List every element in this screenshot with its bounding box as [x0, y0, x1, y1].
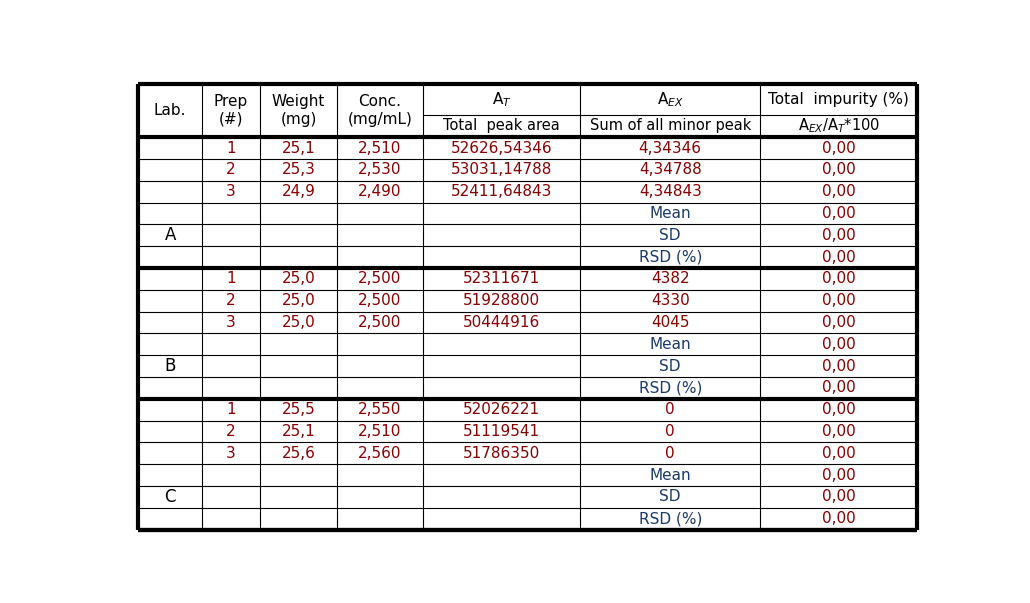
- Text: Prep
(#): Prep (#): [214, 94, 248, 127]
- Text: 53031,14788: 53031,14788: [451, 162, 552, 177]
- Text: 4,34788: 4,34788: [639, 162, 701, 177]
- Text: 3: 3: [227, 315, 236, 330]
- Text: 24,9: 24,9: [281, 184, 315, 199]
- Text: 2,500: 2,500: [358, 271, 402, 286]
- Text: 2: 2: [227, 162, 236, 177]
- Text: 0,00: 0,00: [822, 271, 856, 286]
- Text: 51786350: 51786350: [464, 446, 541, 461]
- Text: 25,0: 25,0: [281, 315, 315, 330]
- Text: 0,00: 0,00: [822, 140, 856, 156]
- Text: Mean: Mean: [649, 337, 691, 352]
- Text: 2,490: 2,490: [358, 184, 402, 199]
- Text: 25,0: 25,0: [281, 293, 315, 308]
- Text: A$_T$: A$_T$: [491, 90, 512, 109]
- Text: 1: 1: [227, 271, 236, 286]
- Text: Total  impurity (%): Total impurity (%): [768, 92, 909, 107]
- Text: 51119541: 51119541: [464, 424, 540, 439]
- Text: 0: 0: [665, 402, 675, 417]
- Text: RSD (%): RSD (%): [639, 511, 701, 526]
- Text: RSD (%): RSD (%): [639, 380, 701, 396]
- Text: 4330: 4330: [651, 293, 689, 308]
- Text: 4,34346: 4,34346: [639, 140, 701, 156]
- Text: RSD (%): RSD (%): [639, 250, 701, 265]
- Text: 2: 2: [227, 424, 236, 439]
- Text: 0,00: 0,00: [822, 511, 856, 526]
- Text: 2: 2: [227, 293, 236, 308]
- Text: 4382: 4382: [651, 271, 689, 286]
- Text: C: C: [165, 488, 176, 506]
- Text: Mean: Mean: [649, 206, 691, 221]
- Text: SD: SD: [659, 490, 681, 505]
- Text: 0,00: 0,00: [822, 490, 856, 505]
- Text: A$_{EX}$: A$_{EX}$: [657, 90, 684, 109]
- Text: SD: SD: [659, 359, 681, 374]
- Text: 50444916: 50444916: [464, 315, 541, 330]
- Text: 0,00: 0,00: [822, 468, 856, 482]
- Text: 0,00: 0,00: [822, 162, 856, 177]
- Text: 1: 1: [227, 140, 236, 156]
- Text: 52626,54346: 52626,54346: [451, 140, 552, 156]
- Text: 4,34843: 4,34843: [639, 184, 701, 199]
- Text: 0: 0: [665, 424, 675, 439]
- Text: 2,510: 2,510: [358, 424, 402, 439]
- Text: A$_{EX}$/A$_T$*100: A$_{EX}$/A$_T$*100: [797, 116, 880, 135]
- Text: 52311671: 52311671: [464, 271, 541, 286]
- Text: 25,6: 25,6: [281, 446, 315, 461]
- Text: 25,1: 25,1: [281, 424, 315, 439]
- Text: 2,560: 2,560: [358, 446, 402, 461]
- Text: 4045: 4045: [651, 315, 689, 330]
- Text: B: B: [165, 357, 176, 375]
- Text: 2,500: 2,500: [358, 293, 402, 308]
- Text: 0,00: 0,00: [822, 184, 856, 199]
- Text: 0,00: 0,00: [822, 206, 856, 221]
- Text: Weight
(mg): Weight (mg): [272, 94, 325, 127]
- Text: 25,1: 25,1: [281, 140, 315, 156]
- Text: 3: 3: [227, 184, 236, 199]
- Text: A: A: [165, 226, 176, 244]
- Text: Total  peak area: Total peak area: [443, 118, 560, 133]
- Text: 3: 3: [227, 446, 236, 461]
- Text: 2,550: 2,550: [358, 402, 402, 417]
- Text: 0,00: 0,00: [822, 359, 856, 374]
- Text: 0,00: 0,00: [822, 228, 856, 243]
- Text: 0,00: 0,00: [822, 402, 856, 417]
- Text: 1: 1: [227, 402, 236, 417]
- Text: 25,3: 25,3: [281, 162, 315, 177]
- Text: Sum of all minor peak: Sum of all minor peak: [589, 118, 751, 133]
- Text: 0,00: 0,00: [822, 250, 856, 265]
- Text: Mean: Mean: [649, 468, 691, 482]
- Text: 0,00: 0,00: [822, 293, 856, 308]
- Text: 52026221: 52026221: [464, 402, 540, 417]
- Text: 0,00: 0,00: [822, 446, 856, 461]
- Text: 0: 0: [665, 446, 675, 461]
- Text: 51928800: 51928800: [464, 293, 540, 308]
- Text: Conc.
(mg/mL): Conc. (mg/mL): [347, 94, 412, 127]
- Text: Lab.: Lab.: [153, 103, 186, 118]
- Text: 52411,64843: 52411,64843: [451, 184, 552, 199]
- Text: SD: SD: [659, 228, 681, 243]
- Text: 25,5: 25,5: [281, 402, 315, 417]
- Text: 2,530: 2,530: [358, 162, 402, 177]
- Text: 0,00: 0,00: [822, 315, 856, 330]
- Text: 2,500: 2,500: [358, 315, 402, 330]
- Text: 0,00: 0,00: [822, 424, 856, 439]
- Text: 25,0: 25,0: [281, 271, 315, 286]
- Text: 0,00: 0,00: [822, 380, 856, 396]
- Text: 2,510: 2,510: [358, 140, 402, 156]
- Text: 0,00: 0,00: [822, 337, 856, 352]
